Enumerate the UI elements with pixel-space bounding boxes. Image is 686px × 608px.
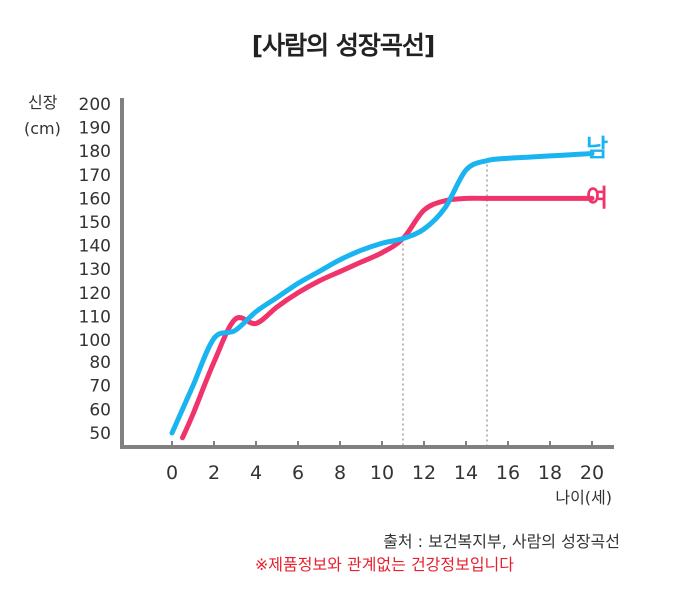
x-tick-label: 10: [370, 462, 394, 484]
y-tick-label: 200: [79, 95, 111, 115]
y-axis-unit: (cm): [24, 119, 61, 138]
series-label-female: 여: [586, 184, 608, 212]
series-lines: [169, 151, 595, 441]
y-tick-label: 130: [79, 260, 111, 280]
y-tick-label: 120: [79, 284, 111, 304]
source-note: 출처 : 보건복지부, 사람의 성장곡선: [383, 532, 620, 551]
y-tick-label: 150: [79, 213, 111, 233]
series-label-male: 남: [586, 134, 608, 162]
y-tick-label: 50: [89, 424, 111, 444]
y-tick-label: 110: [79, 307, 111, 327]
x-tick-label: 20: [580, 462, 604, 484]
x-tick-label: 12: [412, 462, 436, 484]
y-tick-label: 80: [89, 353, 111, 373]
x-tick-label: 2: [208, 462, 220, 484]
x-tick-label: 0: [166, 462, 178, 484]
y-axis-label: 신장: [28, 93, 58, 112]
x-tick-label: 16: [496, 462, 520, 484]
chart-title: [사람의 성장곡선]: [251, 31, 436, 60]
x-tick-labels: 0 2 4 6 8 10 12 14 16 18 20: [166, 441, 604, 484]
y-tick-label: 170: [79, 166, 111, 186]
x-tick-label: 4: [250, 462, 262, 484]
series-line-male: [169, 151, 595, 436]
y-tick-label: 60: [89, 400, 111, 420]
y-tick-label: 140: [79, 237, 111, 257]
x-tick-label: 6: [292, 462, 304, 484]
x-tick-label: 8: [334, 462, 346, 484]
series-line-female: [180, 195, 595, 441]
y-tick-label: 160: [79, 189, 111, 209]
y-tick-label: 100: [79, 331, 111, 351]
chart-labels: 신장 (cm) 나이(세) 남 여: [24, 93, 612, 507]
y-tick-label: 70: [89, 377, 111, 397]
y-tick-label: 190: [79, 119, 111, 139]
axes: [120, 98, 614, 449]
y-tick-label: 180: [79, 142, 111, 162]
x-tick-label: 18: [538, 462, 562, 484]
x-tick-label: 14: [454, 462, 478, 484]
x-axis-label: 나이(세): [555, 488, 612, 507]
disclaimer-note: ※제품정보와 관계없는 건강정보입니다: [254, 555, 514, 574]
